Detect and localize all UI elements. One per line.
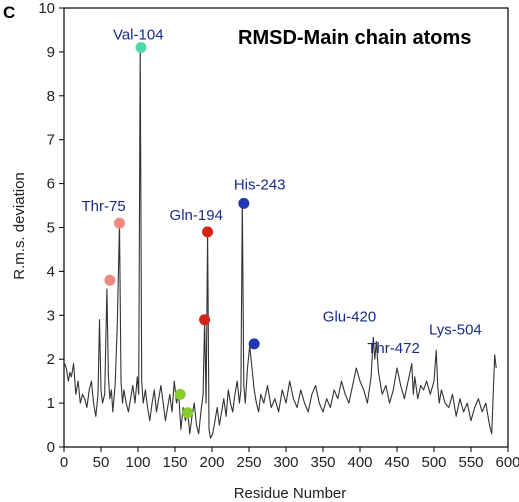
y-tick-label: 7 [47, 132, 55, 149]
residue-marker [174, 388, 186, 400]
x-tick-label: 500 [421, 454, 446, 471]
residue-marker [135, 42, 147, 54]
x-axis-label: Residue Number [234, 485, 347, 502]
rmsd-series-line [64, 46, 497, 439]
y-tick-label: 2 [47, 351, 55, 368]
y-axis-label: R.m.s. deviation [11, 172, 28, 280]
y-tick-label: 9 [47, 44, 55, 61]
residue-label: Gln-194 [170, 207, 223, 224]
plot-frame [63, 7, 509, 448]
x-tick-label: 200 [199, 454, 224, 471]
x-tick-label: 150 [162, 454, 187, 471]
x-tick-label: 0 [60, 454, 68, 471]
panel-letter: C [3, 3, 15, 22]
residue-label: Lys-504 [429, 321, 482, 338]
y-tick-label: 1 [47, 395, 55, 412]
residue-marker [182, 407, 194, 419]
residue-marker [202, 226, 214, 238]
residue-label: His-243 [234, 176, 286, 193]
residue-label: Glu-420 [323, 308, 376, 325]
residue-label: Thr-75 [82, 198, 126, 215]
x-tick-label: 350 [310, 454, 335, 471]
x-tick-label: 100 [125, 454, 150, 471]
x-tick-label: 450 [384, 454, 409, 471]
residue-marker [238, 197, 250, 209]
x-tick-label: 250 [236, 454, 261, 471]
x-tick-label: 50 [93, 454, 110, 471]
y-tick-label: 10 [38, 0, 55, 17]
x-tick-label: 400 [347, 454, 372, 471]
residue-label: Thr-472 [367, 340, 420, 357]
x-tick-label: 550 [458, 454, 483, 471]
y-tick-label: 0 [47, 439, 55, 456]
residue-marker [199, 314, 211, 326]
y-tick-label: 6 [47, 176, 55, 193]
chart-title: RMSD-Main chain atoms [238, 27, 471, 49]
residue-marker [114, 217, 125, 229]
x-tick-label: 600 [495, 454, 519, 471]
y-tick-label: 3 [47, 307, 55, 324]
residue-label: Val-104 [113, 27, 164, 44]
plot-area: 0 50 100 150 200 250 300 350 400 450 500 550 600 0 1 2 3… [38, 0, 519, 471]
x-tick-label: 300 [273, 454, 298, 471]
residue-marker [248, 338, 260, 350]
residue-marker [104, 274, 116, 286]
y-tick-label: 8 [47, 88, 55, 105]
y-tick-label: 5 [47, 220, 55, 237]
y-tick-label: 4 [47, 263, 55, 280]
